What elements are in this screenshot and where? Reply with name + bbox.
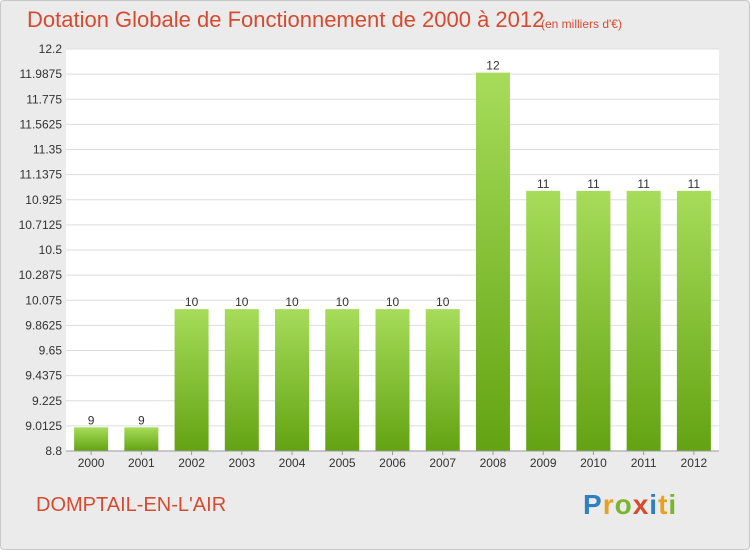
bars [74,72,711,451]
x-tick-label: 2008 [480,456,507,470]
y-tick-label: 11.9875 [20,67,63,81]
data-label-2010: 11 [587,177,600,191]
x-tick-label: 2011 [631,456,657,470]
x-tick-label: 2003 [228,456,255,470]
data-label-2001: 9 [138,413,145,427]
y-tick-label: 10.925 [25,193,62,207]
y-tick-label: 10.5 [39,243,63,257]
y-tick-label: 12.2 [39,42,63,56]
bar-2006 [375,309,410,451]
x-tick-label: 2005 [329,456,356,470]
x-tick-label: 2012 [681,456,708,470]
chart-title: Dotation Globale de Fonctionnement de 20… [27,7,545,32]
y-tick-label: 9.0125 [25,419,62,433]
bar-2008 [475,72,510,451]
y-tick-label: 9.4375 [25,369,62,383]
x-tick-label: 2004 [279,456,306,470]
x-tick-label: 2006 [379,456,406,470]
y-tick-label: 11.35 [33,143,62,157]
bar-2004 [275,309,310,451]
data-labels: 9 9 10 10 10 10 10 10 12 11 11 11 11 [88,59,701,428]
y-tick-label: 8.8 [45,444,62,458]
y-axis-ticks: 8.8 9.0125 9.225 9.4375 9.65 9.8625 10.075 10.2… [19,42,63,458]
x-tick-label: 2002 [178,456,205,470]
y-tick-label: 9.8625 [25,318,62,332]
y-tick-label: 11.775 [26,92,62,106]
bar-2012 [676,190,711,451]
data-label-2011: 11 [637,177,650,191]
data-label-2009: 11 [537,177,550,191]
x-tick-label: 2000 [78,456,105,470]
y-tick-label: 10.2875 [19,268,63,282]
data-label-2000: 9 [88,413,95,427]
data-label-2008: 12 [486,59,500,73]
data-label-2003: 10 [235,295,249,309]
bar-2011 [626,190,661,451]
data-label-2002: 10 [185,295,199,309]
x-tick-label: 2007 [429,456,456,470]
proxiti-logo[interactable]: Proxiti [583,489,678,520]
y-tick-label: 10.075 [25,293,62,307]
x-axis-ticks: 2000 2001 2002 2003 2004 2005 2006 2007 2008 2009… [78,451,708,470]
bar-2001 [124,427,159,451]
data-label-2007: 10 [436,295,450,309]
data-label-2004: 10 [285,295,299,309]
y-tick-label: 11.1375 [20,168,63,182]
bar-2003 [224,309,259,451]
y-tick-label: 9.225 [32,394,62,408]
x-tick-label: 2010 [580,456,607,470]
bar-2005 [325,309,360,451]
bar-2002 [174,309,209,451]
bar-2007 [425,309,460,451]
commune-name: DOMPTAIL-EN-L'AIR [36,494,227,516]
data-label-2005: 10 [336,295,350,309]
y-tick-label: 11.5625 [20,117,63,131]
y-tick-label: 9.65 [39,344,63,358]
bar-2010 [576,190,611,451]
bar-2000 [74,427,109,451]
x-tick-label: 2009 [530,456,557,470]
x-tick-label: 2001 [128,456,155,470]
bar-2009 [526,190,561,451]
data-label-2006: 10 [386,295,400,309]
y-tick-label: 10.7125 [19,218,63,232]
data-label-2012: 11 [688,177,701,191]
chart-units: (en milliers d'€) [541,17,622,31]
